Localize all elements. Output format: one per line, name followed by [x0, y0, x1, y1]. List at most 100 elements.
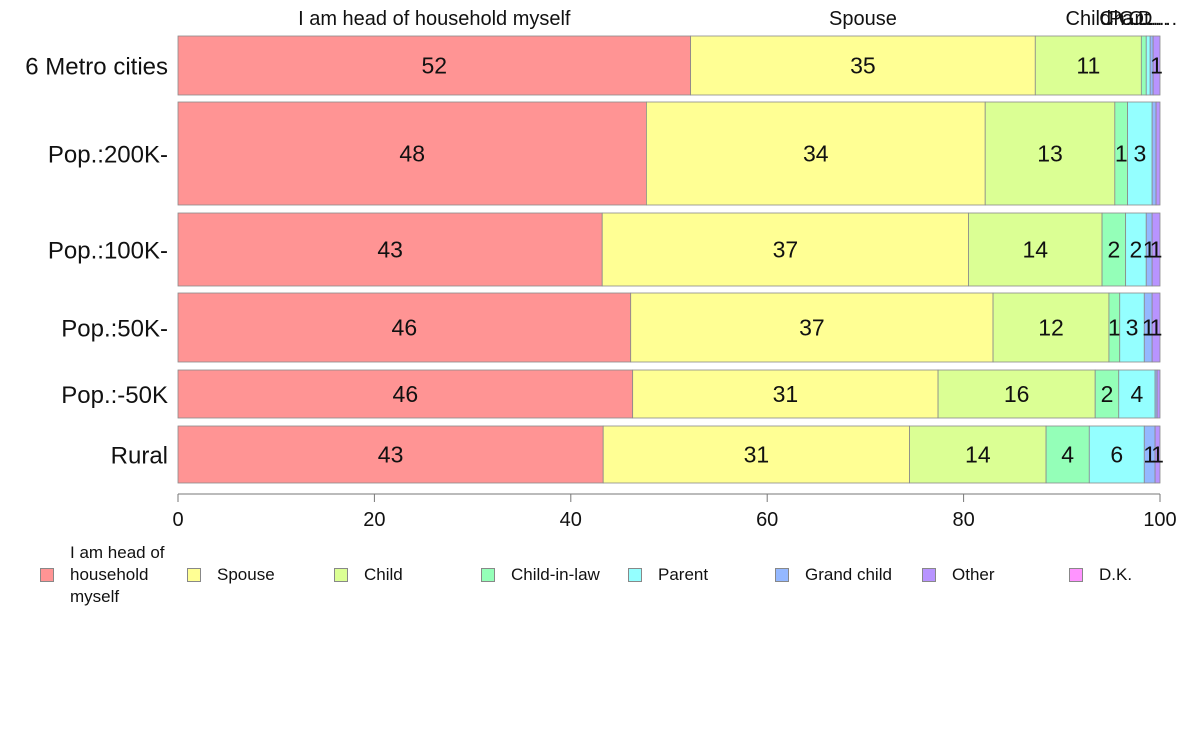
- bar-segment: [602, 425, 910, 484]
- category-label: Pop.:-50K: [61, 382, 168, 409]
- bar-segment: [177, 101, 647, 206]
- bar-segment: [909, 425, 1047, 484]
- data-label: 34: [803, 141, 829, 167]
- category-label: Rural: [111, 443, 168, 470]
- data-label: 1: [1108, 315, 1121, 341]
- top-segment-label: Child: [1066, 8, 1112, 30]
- bar-segment: [177, 292, 632, 363]
- legend-swatch: [40, 568, 54, 582]
- data-label: 2: [1107, 237, 1120, 263]
- data-label: 4: [1061, 442, 1074, 468]
- x-tick-label: 20: [363, 509, 385, 531]
- bar-segment: [937, 369, 1096, 419]
- data-label: 1: [1150, 237, 1163, 263]
- legend-label: Child: [364, 565, 403, 584]
- data-label: 3: [1133, 141, 1146, 167]
- data-label: 2: [1130, 237, 1143, 263]
- bar-segment: [992, 292, 1110, 363]
- bar-segment: [632, 369, 939, 419]
- top-segment-label: I am head of household myself: [298, 8, 571, 30]
- legend-item: Parent: [628, 540, 708, 610]
- legend-label: Other: [952, 565, 995, 584]
- category-label: Pop.:50K-: [61, 316, 168, 343]
- bar-segment: [1034, 35, 1142, 96]
- bar-segment: [646, 101, 986, 206]
- bar-segment: [177, 35, 692, 96]
- x-tick-label: 100: [1143, 509, 1176, 531]
- legend-swatch: [628, 568, 642, 582]
- top-segment-label: D.…: [1138, 8, 1178, 30]
- legend-swatch: [334, 568, 348, 582]
- legend-item: Child-in-law: [481, 540, 600, 610]
- legend-swatch: [1069, 568, 1083, 582]
- bar-segment: [601, 212, 969, 287]
- top-segment-label: Ch…: [1099, 8, 1145, 30]
- bar-segment: [690, 35, 1036, 96]
- bar-segment: [630, 292, 994, 363]
- legend-item: I am head of household myself: [40, 540, 165, 610]
- data-label: 6: [1110, 442, 1123, 468]
- top-segment-label: Pa…: [1109, 8, 1153, 30]
- bar-segment: [1156, 369, 1161, 419]
- category-label: 6 Metro cities: [25, 54, 168, 81]
- data-label: 1: [1150, 53, 1163, 79]
- x-tick-label: 40: [560, 509, 582, 531]
- data-label: 46: [393, 381, 419, 407]
- data-label: 14: [965, 442, 991, 468]
- legend-label: D.K.: [1099, 565, 1133, 584]
- stacked-bar-chart: I am head of household myself Spouse Child…: [25, 8, 1178, 531]
- bar-segment: [1151, 292, 1161, 363]
- legend-label: Grand child: [805, 565, 892, 584]
- data-label: 43: [377, 237, 403, 263]
- data-label: 37: [773, 237, 799, 263]
- data-label: 35: [850, 53, 876, 79]
- bar-segment: [984, 101, 1116, 206]
- bar-segment: [177, 425, 604, 484]
- data-label: 4: [1131, 381, 1144, 407]
- data-label: 16: [1004, 381, 1030, 407]
- data-label: 31: [744, 442, 770, 468]
- data-label: 12: [1038, 315, 1064, 341]
- bar-segment: [1155, 101, 1161, 206]
- chart-legend: I am head of household myself Spouse Child…: [40, 540, 1170, 610]
- data-label: 52: [422, 53, 448, 79]
- data-label: 1: [1143, 442, 1156, 468]
- legend-item: Other: [922, 540, 995, 610]
- bar-segment: [1151, 101, 1157, 206]
- data-label: 37: [799, 315, 825, 341]
- legend-item: D.K.: [1069, 540, 1132, 610]
- data-label: 3: [1126, 315, 1139, 341]
- data-label: 14: [1022, 237, 1048, 263]
- category-label: Pop.:200K-: [48, 142, 168, 169]
- data-label: 46: [392, 315, 418, 341]
- legend-label: Parent: [658, 565, 709, 584]
- bar-segment: [1152, 35, 1161, 96]
- data-label: 1: [1142, 315, 1155, 341]
- legend-swatch: [922, 568, 936, 582]
- data-label: 1: [1150, 315, 1163, 341]
- data-label: 43: [378, 442, 404, 468]
- bar-segment: [1088, 425, 1145, 484]
- bar-segment: [177, 369, 634, 419]
- bar-segment: [1140, 35, 1147, 96]
- legend-swatch: [481, 568, 495, 582]
- bar-segment: [1118, 369, 1156, 419]
- data-label: 31: [773, 381, 799, 407]
- legend-swatch: [775, 568, 789, 582]
- bar-segment: [1151, 212, 1161, 287]
- data-label: 1: [1115, 141, 1128, 167]
- legend-label: Spouse: [217, 565, 275, 584]
- data-label: 48: [399, 141, 425, 167]
- x-tick-label: 80: [952, 509, 974, 531]
- legend-item: Child: [334, 540, 403, 610]
- x-tick-label: 60: [756, 509, 778, 531]
- data-label: 1: [1151, 442, 1164, 468]
- data-label: 11: [1076, 53, 1100, 79]
- category-label: Pop.:100K-: [48, 238, 168, 265]
- top-segment-label: Spouse: [829, 8, 897, 30]
- x-tick-label: 0: [172, 509, 183, 531]
- legend-label: I am head of household myself: [70, 543, 165, 606]
- legend-label: Child-in-law: [511, 565, 600, 584]
- bar-segment: [1045, 425, 1090, 484]
- data-label: 2: [1101, 381, 1114, 407]
